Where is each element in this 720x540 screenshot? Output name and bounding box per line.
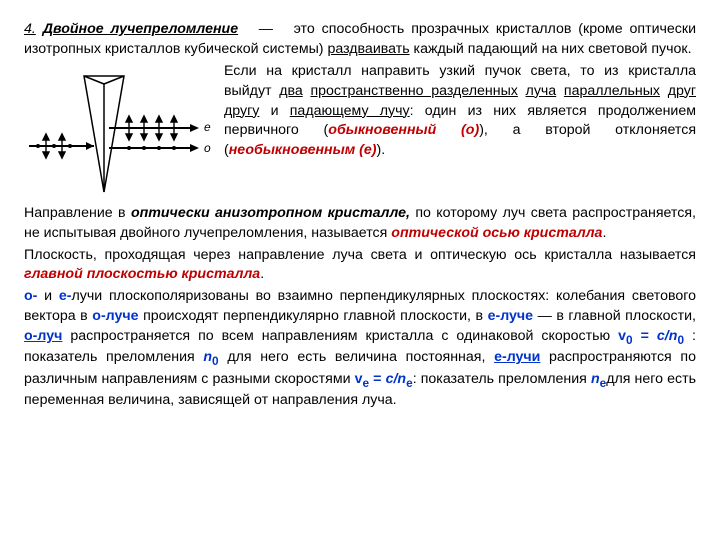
paragraph-5: о- и е-лучи плоскополяризованы во взаимн… <box>24 287 696 411</box>
paragraph-4: Плоскость, проходящая через направление … <box>24 246 696 286</box>
def-split: раздваивать <box>327 41 409 57</box>
term: Двойное лучепреломление <box>43 21 238 37</box>
definition-header: 4. Двойное лучепреломление — это способн… <box>24 20 696 60</box>
def2: каждый падающий на них световой пучок. <box>414 41 692 57</box>
birefringence-diagram: e o <box>24 66 212 202</box>
figure-and-text: e o Если на кристалл направить узкий пуч… <box>24 62 696 204</box>
item-number: 4. <box>24 21 36 37</box>
paragraph-3: Направление в оптически анизотропном кри… <box>24 204 696 244</box>
e-label: e <box>204 120 211 134</box>
o-label: o <box>204 141 211 155</box>
dash: — <box>259 21 273 37</box>
